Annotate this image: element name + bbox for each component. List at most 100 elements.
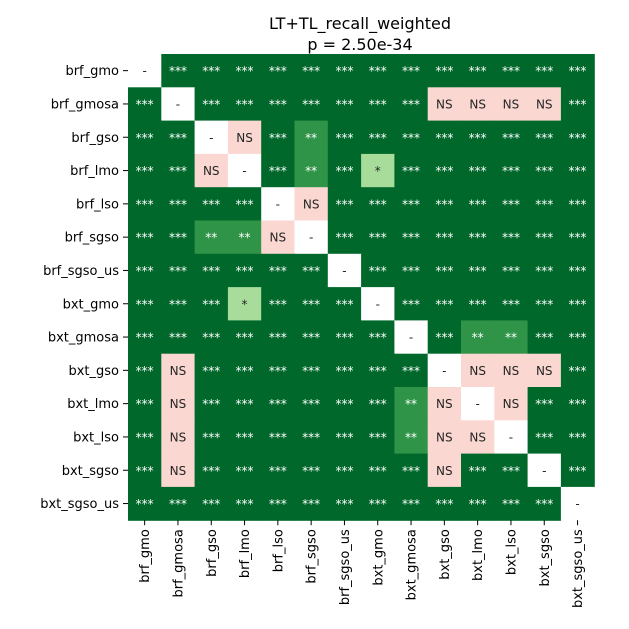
heatmap-cell xyxy=(394,486,429,521)
cell-label: NS xyxy=(270,231,287,245)
heatmap-cell xyxy=(227,187,262,222)
heatmap-cell xyxy=(427,187,462,222)
cell-label: ** xyxy=(405,397,417,411)
cell-label: *** xyxy=(435,64,453,78)
cell-label: *** xyxy=(535,131,553,145)
heatmap-cell xyxy=(461,320,495,355)
cell-label: *** xyxy=(569,131,587,145)
heatmap-cell xyxy=(527,220,562,255)
heatmap-cell xyxy=(327,486,362,521)
cell-label: *** xyxy=(302,497,320,511)
cell-label: *** xyxy=(335,397,353,411)
y-tick-label: brf_lmo xyxy=(70,164,119,179)
cell-label: *** xyxy=(369,430,387,444)
heatmap-cell xyxy=(227,320,262,355)
cell-label: *** xyxy=(502,164,520,178)
heatmap-cell xyxy=(227,453,262,488)
heatmap-cell xyxy=(261,387,296,421)
cell-label: *** xyxy=(402,464,420,478)
cell-label: *** xyxy=(302,464,320,478)
heatmap-cell xyxy=(261,320,296,355)
cell-label: *** xyxy=(435,331,453,345)
heatmap-cell xyxy=(361,420,395,455)
cell-label: *** xyxy=(136,231,154,245)
cell-label: - xyxy=(242,164,246,178)
heatmap-cell xyxy=(327,120,362,155)
cell-label: *** xyxy=(435,297,453,311)
heatmap-cell xyxy=(461,287,495,321)
heatmap-cell xyxy=(194,120,229,155)
heatmap-cell xyxy=(194,287,229,321)
heatmap-cell xyxy=(194,353,229,388)
y-tick-label: brf_lso xyxy=(76,197,119,212)
heatmap-cell xyxy=(461,153,495,188)
y-tick-label: bxt_lmo xyxy=(67,397,119,412)
cell-label: *** xyxy=(369,397,387,411)
heatmap-cell xyxy=(261,353,296,388)
heatmap-cell xyxy=(494,486,529,521)
heatmap-cell xyxy=(560,187,595,222)
cell-label: *** xyxy=(236,464,254,478)
heatmap-cell xyxy=(294,420,329,455)
heatmap-cell xyxy=(394,253,429,288)
cell-label: * xyxy=(375,164,381,178)
cell-label: *** xyxy=(269,397,287,411)
y-tick-label: bxt_gmosa xyxy=(48,331,119,346)
cell-label: *** xyxy=(335,231,353,245)
heatmap-cell xyxy=(227,153,262,188)
cell-label: *** xyxy=(535,64,553,78)
heatmap-cell xyxy=(560,54,595,88)
cell-label: NS xyxy=(170,364,187,378)
heatmap-cell xyxy=(128,486,162,521)
cell-label: - xyxy=(442,364,446,378)
heatmap-cell xyxy=(327,420,362,455)
cell-label: NS xyxy=(469,364,486,378)
cell-label: *** xyxy=(469,131,487,145)
y-tick-label: brf_gso xyxy=(71,131,119,146)
heatmap-cell xyxy=(361,353,395,388)
heatmap-cell xyxy=(461,253,495,288)
heatmap-cell xyxy=(327,54,362,88)
heatmap-cell xyxy=(560,253,595,288)
heatmap-cell xyxy=(227,420,262,455)
heatmap-cell xyxy=(394,320,429,355)
cell-label: *** xyxy=(335,364,353,378)
cell-label: *** xyxy=(469,264,487,278)
heatmap-cell xyxy=(427,87,462,122)
heatmap-cell xyxy=(294,153,329,188)
cell-label: - xyxy=(475,397,479,411)
heatmap-cell xyxy=(294,320,329,355)
x-tick-label: bxt_sgso_us xyxy=(571,529,586,608)
cell-label: *** xyxy=(302,364,320,378)
heatmap-cell xyxy=(128,287,162,321)
cell-label: *** xyxy=(535,331,553,345)
cell-label: *** xyxy=(269,430,287,444)
heatmap-cell xyxy=(461,486,495,521)
heatmap-cell xyxy=(461,120,495,155)
heatmap-cell xyxy=(227,220,262,255)
heatmap-cell xyxy=(294,287,329,321)
cell-label: *** xyxy=(302,430,320,444)
cell-label: *** xyxy=(402,497,420,511)
heatmap-cell xyxy=(294,387,329,421)
heatmap-cell xyxy=(327,87,362,122)
cell-label: *** xyxy=(535,164,553,178)
x-tick-label: bxt_gmo xyxy=(371,529,386,585)
heatmap-cell xyxy=(394,153,429,188)
heatmap-cell xyxy=(128,187,162,222)
heatmap-cell xyxy=(427,153,462,188)
cell-label: *** xyxy=(469,297,487,311)
heatmap-cell xyxy=(394,387,429,421)
cell-label: *** xyxy=(535,197,553,211)
y-tick-label: brf_sgso xyxy=(65,231,119,246)
heatmap-cell xyxy=(194,54,229,88)
y-tick-label: bxt_lso xyxy=(73,430,119,445)
heatmap-cell xyxy=(227,54,262,88)
cell-label: *** xyxy=(335,464,353,478)
cell-label: *** xyxy=(369,464,387,478)
cell-label: * xyxy=(242,297,248,311)
cell-label: *** xyxy=(469,164,487,178)
cell-label: *** xyxy=(335,164,353,178)
heatmap-cell xyxy=(327,220,362,255)
heatmap-cell xyxy=(361,287,395,321)
